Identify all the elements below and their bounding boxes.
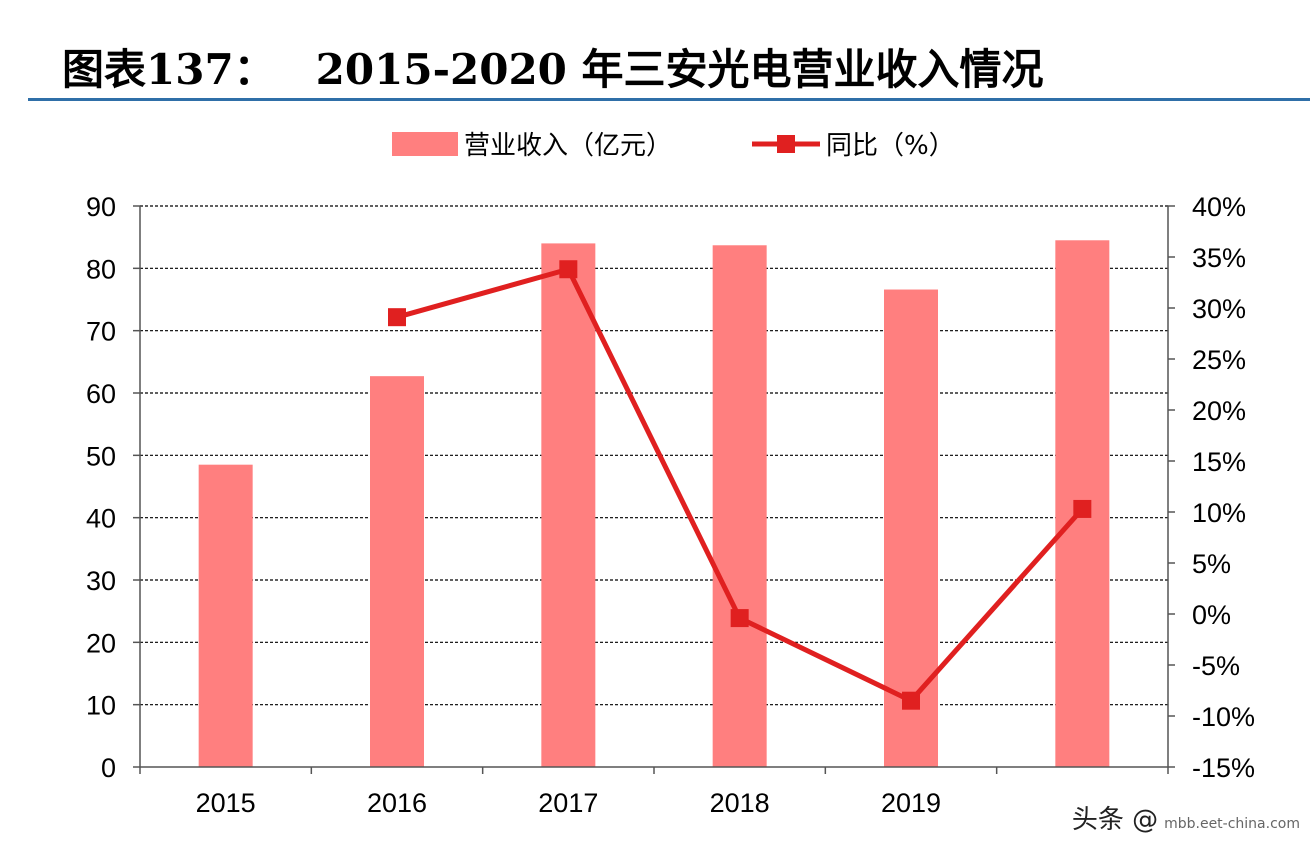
- bar: [884, 289, 938, 767]
- left-tick-label: 40: [86, 504, 116, 534]
- x-tick-label: 2016: [367, 788, 427, 818]
- bar: [541, 243, 596, 767]
- right-tick-label: -10%: [1192, 702, 1255, 732]
- right-tick-label: -15%: [1192, 753, 1255, 783]
- left-tick-label: 0: [101, 753, 116, 783]
- left-tick-label: 60: [86, 379, 116, 409]
- line-series: [388, 260, 1092, 710]
- line-marker: [730, 609, 749, 628]
- x-tick-label: 2017: [538, 788, 598, 818]
- left-tick-label: 10: [86, 691, 116, 721]
- left-tick-label: 50: [86, 441, 116, 471]
- bar: [370, 376, 424, 767]
- right-tick-label: 0%: [1192, 600, 1231, 630]
- legend-bar-label: 营业收入（亿元）: [464, 131, 672, 161]
- bar: [198, 464, 253, 767]
- x-axis-ticks: 2015 2016 2017 2018 2019: [196, 788, 941, 818]
- right-axis-ticks: -15% -10% -5% 0% 5% 10% 15% 20% 25% 30% 35% 40%: [1192, 192, 1255, 783]
- line-marker: [902, 691, 920, 710]
- legend-line-label: 同比（%）: [826, 131, 955, 161]
- right-tick-label: 10%: [1192, 498, 1246, 528]
- watermark-text: 头条 @: [1071, 805, 1159, 835]
- left-axis-ticks: 0 10 20 30 40 50 60 70 80 90: [86, 192, 116, 783]
- legend-bar-swatch: [392, 132, 458, 156]
- x-tick-label: 2015: [196, 788, 256, 818]
- right-tick-label: 25%: [1192, 345, 1246, 375]
- bar-series: [198, 240, 1110, 768]
- left-tick-label: 80: [86, 254, 116, 284]
- legend: 营业收入（亿元） 同比（%）: [392, 131, 955, 161]
- page-title: 图表137： 2015-2020 年三安光电营业收入情况: [62, 36, 1044, 97]
- figure-label: 图表137：: [62, 45, 276, 94]
- line-marker: [559, 260, 578, 279]
- right-tick-label: -5%: [1192, 651, 1240, 681]
- watermark: 头条 @ mbb.eet-china.com: [1072, 799, 1300, 836]
- line-marker: [1073, 499, 1092, 518]
- legend-line-marker: [777, 135, 795, 153]
- right-tick-label: 30%: [1192, 294, 1246, 324]
- right-tick-label: 5%: [1192, 549, 1231, 579]
- right-tick-label: 35%: [1192, 243, 1246, 273]
- x-tick-label: 2018: [710, 788, 770, 818]
- gridlines: [140, 205, 1168, 706]
- header: 图表137： 2015-2020 年三安光电营业收入情况: [0, 0, 1310, 102]
- right-tick-label: 40%: [1192, 192, 1246, 222]
- left-tick-label: 30: [86, 566, 116, 596]
- left-tick-label: 20: [86, 628, 116, 658]
- left-tick-label: 70: [86, 317, 116, 347]
- left-tick-label: 90: [86, 192, 116, 222]
- watermark-site: mbb.eet-china.com: [1164, 816, 1300, 832]
- right-tick-label: 15%: [1192, 447, 1246, 477]
- x-tick-label: 2019: [881, 788, 941, 818]
- axes: [133, 205, 1175, 774]
- right-tick-label: 20%: [1192, 396, 1246, 426]
- bar: [712, 245, 767, 767]
- line-marker: [388, 308, 406, 327]
- figure-title: 2015-2020 年三安光电营业收入情况: [315, 45, 1044, 94]
- title-rule: [28, 98, 1310, 101]
